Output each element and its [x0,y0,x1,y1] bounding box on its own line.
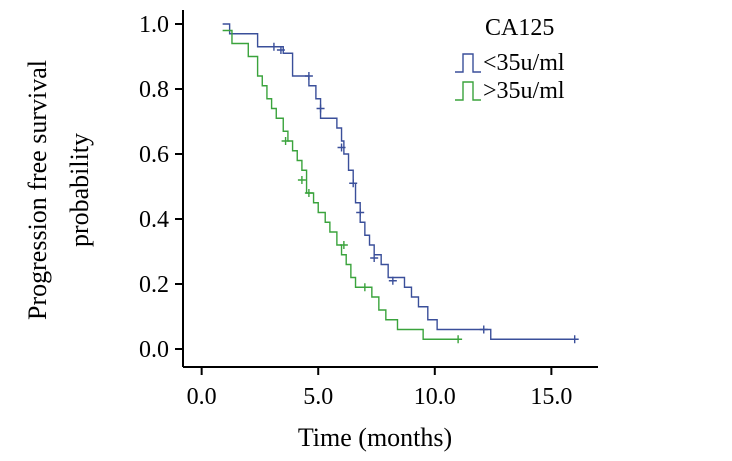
y-tick-label: 0.2 [139,272,169,298]
y-tick-label: 0.0 [139,337,169,363]
y-tick-label: 1.0 [139,12,169,38]
x-tick-label: 5.0 [303,384,333,410]
y-axis-title: Progression free survival probability [23,60,94,320]
censor-mark [316,104,325,113]
censor-mark [337,143,346,152]
survival-curve-1 [222,23,575,340]
legend-label-1: <35u/ml [483,50,565,76]
censor-mark [370,254,379,262]
y-tick-label: 0.4 [139,207,169,233]
y-axis-title-line-1: Progression free survival [23,60,52,320]
legend: CA125 <35u/ml>35u/ml [455,15,565,104]
y-tick-label: 0.6 [139,142,169,168]
x-tick-label: 10.0 [414,384,456,410]
censor-mark [276,46,285,54]
censor-mark [570,335,579,344]
censor-mark [269,42,278,51]
survival-curves [222,23,579,344]
censor-mark [297,176,306,184]
censor-mark [339,241,348,249]
y-tick-label: 0.8 [139,77,169,103]
censor-mark [304,189,313,197]
x-tick-label: 0.0 [187,384,217,410]
legend-title: CA125 [485,15,554,41]
censor-mark [479,325,488,334]
legend-label-2: >35u/ml [483,78,565,104]
survival-curve-2 [222,29,459,340]
y-axis-title-line-2: probability [65,133,94,247]
x-axis-title: Time (months) [298,423,452,452]
censor-mark [388,276,397,285]
censor-mark [454,335,463,344]
censor-mark [356,208,365,217]
x-tick-label: 15.0 [530,384,572,410]
censor-mark [349,179,358,188]
legend-swatch-2 [455,81,481,101]
censor-mark [281,137,290,145]
censor-mark [360,283,369,292]
axes: 0.0 0.2 0.4 0.6 0.8 1.0 0.0 5.0 10.0 15.0 [139,10,598,410]
censor-mark [304,72,313,80]
legend-swatch-1 [455,53,481,73]
